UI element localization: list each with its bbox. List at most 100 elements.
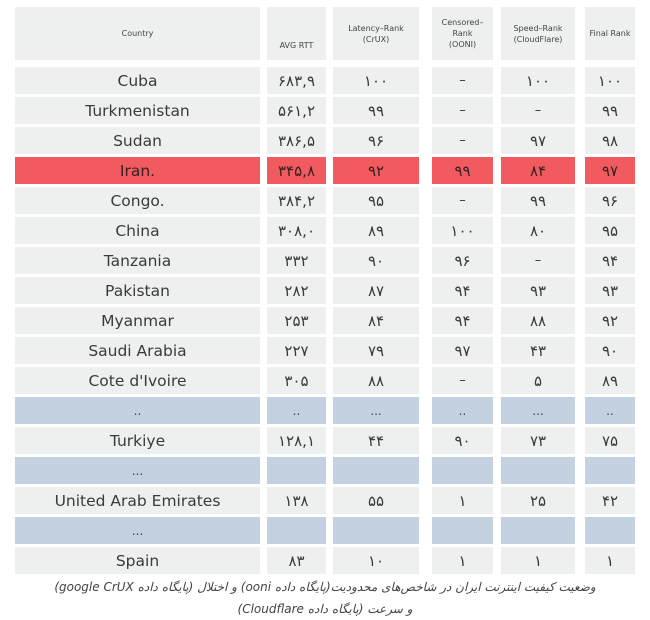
cell-censored_rank: ۹۷ — [432, 337, 493, 364]
header-label: Latency–Rank — [348, 23, 404, 33]
caption-line-2: و سرعت (پایگاه داده Cloudflare) — [237, 602, 413, 616]
header-censored_rank: Censored– Rank (OONI) — [432, 7, 493, 60]
cell-latency_rank: ۴۴ — [333, 427, 419, 454]
cell-speed_rank: ... — [501, 397, 575, 424]
cell-latency_rank: ۹۶ — [333, 127, 419, 154]
cell-latency_rank: ۹۰ — [333, 247, 419, 274]
cell-latency_rank: ۹۹ — [333, 97, 419, 124]
cell-final_rank: ۹۶ — [585, 187, 635, 214]
cell-speed_rank: ۵ — [501, 367, 575, 394]
cell-latency_rank: ۵۵ — [333, 487, 419, 514]
cell-censored_rank — [432, 517, 493, 544]
header-speed_rank: Speed–Rank (CloudFlare) — [501, 7, 575, 60]
cell-latency_rank: ۱۰ — [333, 547, 419, 574]
cell-avg_rtt — [267, 517, 326, 544]
cell-avg_rtt: ۶۸۳,۹ — [267, 67, 326, 94]
cell-country: .. — [15, 397, 260, 424]
cell-censored_rank: ۹۴ — [432, 277, 493, 304]
cell-latency_rank: ۹۵ — [333, 187, 419, 214]
cell-speed_rank: – — [501, 247, 575, 274]
cell-avg_rtt — [267, 457, 326, 484]
cell-avg_rtt: ۲۵۳ — [267, 307, 326, 334]
cell-speed_rank: ۹۳ — [501, 277, 575, 304]
header-label: AVG RTT — [279, 41, 314, 50]
cell-speed_rank: ۹۷ — [501, 127, 575, 154]
cell-speed_rank: ۸۰ — [501, 217, 575, 244]
cell-final_rank — [585, 517, 635, 544]
caption-line-1: وضعیت کیفیت اینترنت ایران در شاخص‌های مح… — [54, 580, 596, 594]
cell-country: Turkiye — [15, 427, 260, 454]
header-label: Country — [121, 29, 154, 38]
cell-country: Tanzania — [15, 247, 260, 274]
cell-avg_rtt: .. — [267, 397, 326, 424]
header-avg_rtt: AVG RTT — [267, 7, 326, 60]
cell-censored_rank — [432, 457, 493, 484]
cell-speed_rank: ۹۹ — [501, 187, 575, 214]
cell-latency_rank: ۷۹ — [333, 337, 419, 364]
cell-final_rank: ۱۰۰ — [585, 67, 635, 94]
cell-final_rank: ۹۷ — [585, 157, 635, 184]
cell-speed_rank: ۱۰۰ — [501, 67, 575, 94]
cell-final_rank: ۹۹ — [585, 97, 635, 124]
cell-speed_rank: ۸۴ — [501, 157, 575, 184]
cell-country: Cuba — [15, 67, 260, 94]
cell-censored_rank: – — [432, 367, 493, 394]
cell-censored_rank: – — [432, 127, 493, 154]
cell-final_rank: ۷۵ — [585, 427, 635, 454]
cell-censored_rank: ۹۹ — [432, 157, 493, 184]
header-latency_rank: Latency–Rank (CrUX) — [333, 7, 419, 60]
cell-country: Iran. — [15, 157, 260, 184]
cell-country: Pakistan — [15, 277, 260, 304]
cell-final_rank: ۱ — [585, 547, 635, 574]
cell-censored_rank: ۱ — [432, 547, 493, 574]
cell-censored_rank: .. — [432, 397, 493, 424]
cell-speed_rank: ۴۳ — [501, 337, 575, 364]
cell-country: United Arab Emirates — [15, 487, 260, 514]
header-label: Rank — [452, 29, 473, 38]
cell-speed_rank — [501, 457, 575, 484]
cell-speed_rank: ۲۵ — [501, 487, 575, 514]
cell-final_rank: .. — [585, 397, 635, 424]
cell-latency_rank: ۹۲ — [333, 157, 419, 184]
cell-avg_rtt: ۱۳۸ — [267, 487, 326, 514]
cell-censored_rank: – — [432, 97, 493, 124]
cell-latency_rank: ۸۷ — [333, 277, 419, 304]
cell-country: China — [15, 217, 260, 244]
header-label: (OONI) — [448, 40, 477, 49]
cell-latency_rank: ۱۰۰ — [333, 67, 419, 94]
cell-latency_rank: ۸۸ — [333, 367, 419, 394]
cell-avg_rtt: ۳۸۴,۲ — [267, 187, 326, 214]
cell-censored_rank: – — [432, 187, 493, 214]
header-label: Final Rank — [589, 29, 631, 38]
cell-final_rank: ۹۵ — [585, 217, 635, 244]
cell-latency_rank — [333, 457, 419, 484]
cell-avg_rtt: ۳۰۸,۰ — [267, 217, 326, 244]
header-final_rank: Final Rank — [585, 7, 635, 60]
cell-final_rank: ۴۲ — [585, 487, 635, 514]
cell-country: Saudi Arabia — [15, 337, 260, 364]
cell-speed_rank: ۷۳ — [501, 427, 575, 454]
cell-latency_rank: ... — [333, 397, 419, 424]
cell-latency_rank: ۸۴ — [333, 307, 419, 334]
cell-final_rank: ۹۲ — [585, 307, 635, 334]
cell-avg_rtt: ۸۳ — [267, 547, 326, 574]
cell-country: Spain — [15, 547, 260, 574]
cell-final_rank: ۹۴ — [585, 247, 635, 274]
header-label: (CrUX) — [362, 34, 390, 44]
cell-censored_rank: ۹۰ — [432, 427, 493, 454]
cell-country: Turkmenistan — [15, 97, 260, 124]
cell-avg_rtt: ۳۸۶,۵ — [267, 127, 326, 154]
cell-avg_rtt: ۲۲۷ — [267, 337, 326, 364]
cell-avg_rtt: ۱۲۸,۱ — [267, 427, 326, 454]
cell-avg_rtt: ۳۴۵,۸ — [267, 157, 326, 184]
cell-final_rank — [585, 457, 635, 484]
cell-country: Myanmar — [15, 307, 260, 334]
cell-censored_rank: ۹۶ — [432, 247, 493, 274]
header-label: Censored– — [441, 18, 484, 27]
cell-censored_rank: ۱ — [432, 487, 493, 514]
header-label: (CloudFlare) — [513, 34, 563, 44]
cell-speed_rank: – — [501, 97, 575, 124]
cell-final_rank: ۹۰ — [585, 337, 635, 364]
cell-latency_rank: ۸۹ — [333, 217, 419, 244]
